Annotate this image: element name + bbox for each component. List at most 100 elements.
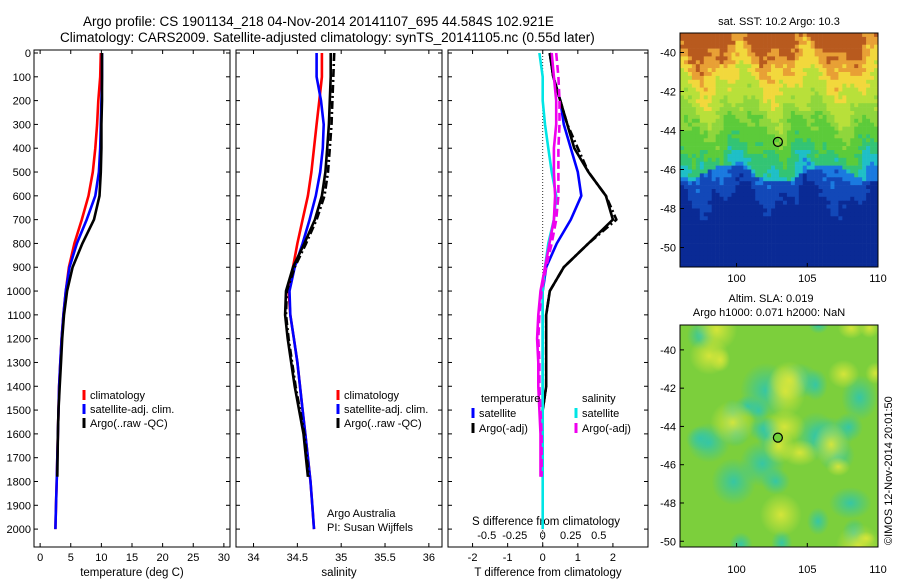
sst-cell [695, 118, 701, 123]
sst-cell [683, 118, 689, 123]
sst-cell [786, 111, 792, 116]
sst-cell [858, 134, 863, 139]
sst-cell [755, 189, 760, 194]
sst-cell [711, 138, 716, 143]
sst-cell [874, 99, 878, 104]
sst-cell [794, 83, 800, 88]
sst-cell [747, 212, 752, 217]
sst-cell [802, 44, 808, 49]
sst-cell [790, 52, 796, 57]
sst-cell [731, 52, 736, 57]
sst-cell [723, 200, 728, 205]
sst-cell [683, 247, 689, 252]
sst-cell [834, 239, 839, 244]
sst-cell [806, 251, 811, 256]
sst-cell [695, 185, 701, 190]
sst-cell [854, 40, 859, 45]
sst-cell [866, 60, 871, 65]
sst-cell [691, 235, 697, 240]
sst-cell [695, 68, 701, 73]
sst-cell [858, 216, 863, 221]
sst-cell [826, 44, 831, 49]
sst-cell [830, 99, 835, 104]
sst-cell [779, 126, 784, 131]
sst-cell [775, 231, 780, 237]
sst-cell [723, 231, 728, 237]
sst-cell [719, 91, 724, 96]
sst-cell [719, 208, 724, 213]
sst-cell [854, 231, 859, 237]
sst-cell [806, 126, 811, 131]
sst-cell [779, 185, 784, 190]
sst-cell [695, 103, 701, 108]
sst-cell [846, 224, 851, 229]
sst-cell [790, 185, 796, 190]
sst-cell [854, 185, 859, 190]
sst-cell [699, 64, 705, 69]
sst-cell [866, 231, 871, 237]
sst-cell [786, 146, 792, 151]
x-axis-label: temperature (deg C) [80, 567, 184, 579]
sst-cell [779, 212, 784, 217]
sst-cell [814, 255, 819, 260]
sst-cell [779, 259, 784, 264]
sst-cell [862, 36, 867, 42]
sst-cell [699, 189, 705, 194]
sst-cell [834, 220, 839, 225]
sst-cell [699, 212, 705, 217]
sst-cell [707, 212, 712, 217]
sst-cell [715, 216, 720, 221]
sst-cell [731, 212, 736, 217]
sst-cell [699, 52, 705, 57]
sst-cell [782, 68, 788, 73]
sst-cell [858, 255, 863, 260]
sst-cell [862, 33, 867, 38]
sst-cell [798, 36, 804, 42]
sst-cell [691, 255, 697, 260]
sst-cell [775, 68, 780, 73]
sst-cell [775, 134, 780, 139]
sst-cell [834, 52, 839, 57]
sst-cell [850, 150, 855, 155]
sst-cell [786, 87, 792, 92]
sst-cell [727, 72, 732, 77]
sst-cell [763, 169, 768, 174]
sst-cell [786, 153, 792, 159]
sst-cell [751, 95, 756, 100]
sst-cell [830, 68, 835, 73]
sst-cell [798, 235, 804, 240]
sst-cell [727, 263, 732, 267]
sst-cell [767, 251, 772, 256]
sst-cell [834, 224, 839, 229]
sst-cell [858, 72, 863, 77]
sst-cell [731, 208, 736, 213]
sst-cell [747, 33, 752, 38]
sst-cell [814, 157, 819, 162]
sst-cell [826, 192, 831, 198]
sst-cell [870, 48, 875, 53]
sst-cell [680, 196, 685, 201]
sst-cell [735, 122, 740, 127]
sst-cell [691, 52, 697, 57]
sst-cell [862, 122, 867, 127]
sst-cell [711, 130, 716, 135]
sst-cell [691, 44, 697, 49]
sst-cell [683, 224, 689, 229]
sst-cell [759, 48, 764, 53]
sst-cell [834, 44, 839, 49]
sst-cell [711, 72, 716, 77]
sst-cell [870, 103, 875, 108]
sst-cell [763, 87, 768, 92]
sst-cell [755, 146, 760, 151]
sst-cell [786, 72, 792, 77]
sst-cell [866, 52, 871, 57]
sst-cell [735, 75, 740, 81]
sst-cell [874, 126, 878, 131]
sst-cell [707, 185, 712, 190]
sst-cell [862, 126, 867, 131]
sst-cell [691, 75, 697, 81]
sst-cell [739, 216, 744, 221]
sst-cell [874, 83, 878, 88]
sst-cell [814, 243, 819, 248]
sst-cell [707, 36, 712, 42]
